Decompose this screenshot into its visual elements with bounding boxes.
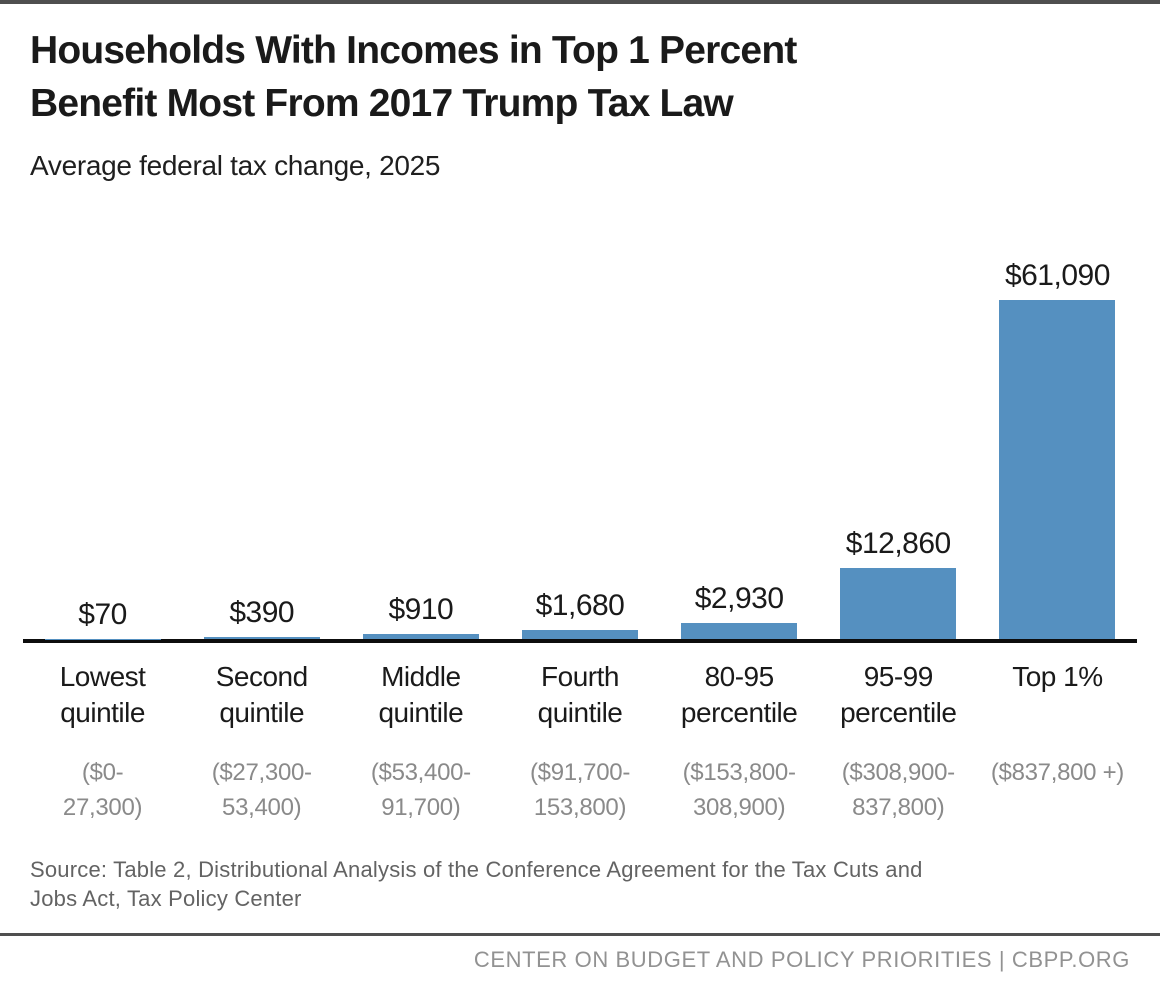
income-range-line: 53,400) xyxy=(222,794,302,821)
category-label-line: percentile xyxy=(680,697,798,728)
category-label-line: Second xyxy=(215,661,308,692)
income-range-line: ($0- xyxy=(81,759,124,786)
footer-divider xyxy=(0,933,1160,936)
bar-value-label: $910 xyxy=(388,593,454,626)
income-range-label: ($91,700- 153,800) xyxy=(500,755,659,825)
bar-value-label: $12,860 xyxy=(845,526,951,560)
bar-value-label: $61,090 xyxy=(1004,259,1110,292)
category-label: 95-99 percentile xyxy=(819,659,978,731)
bar-column-middle-quintile: $910 xyxy=(341,593,500,639)
category-labels-row: Lowest quintile Second quintile Middle q… xyxy=(23,659,1137,731)
chart-subtitle: Average federal tax change, 2025 xyxy=(30,150,441,181)
category-label-line: Middle xyxy=(381,661,461,692)
bar xyxy=(521,629,638,639)
category-label: Fourth quintile xyxy=(500,659,659,731)
income-range-line: ($308,900- xyxy=(841,759,955,786)
income-range-line: ($27,300- xyxy=(211,759,312,786)
source-note: Source: Table 2, Distributional Analysis… xyxy=(0,855,1160,913)
income-range-line: 27,300) xyxy=(62,794,143,821)
category-label: Middle quintile xyxy=(341,659,500,731)
chart-title: Households With Incomes in Top 1 Percent… xyxy=(30,24,1130,130)
bar-column-lowest-quintile: $70 xyxy=(23,598,182,639)
bar-value-label: $390 xyxy=(229,595,295,629)
bar-column-top-1-percent: $61,090 xyxy=(978,259,1137,639)
category-label: Top 1% xyxy=(978,659,1137,731)
source-note-line-1: Source: Table 2, Distributional Analysis… xyxy=(30,857,923,882)
category-label-line: 95-99 xyxy=(863,661,934,692)
category-label-line: percentile xyxy=(840,697,957,728)
bar xyxy=(362,634,479,639)
income-range-label: ($53,400- 91,700) xyxy=(341,755,500,825)
bar-value-label: $2,930 xyxy=(694,581,784,615)
bar-chart: $70 $390 $910 $1,680 $2,930 $12,860 xyxy=(0,252,1160,825)
category-label-line: Lowest xyxy=(59,661,146,692)
category-label-line: quintile xyxy=(219,697,305,728)
top-accent-bar xyxy=(0,0,1160,4)
income-range-line: ($153,800- xyxy=(682,759,796,786)
income-range-line: ($53,400- xyxy=(370,759,471,786)
chart-title-line-2: Benefit Most From 2017 Trump Tax Law xyxy=(30,82,734,125)
income-range-line: 308,900) xyxy=(692,794,786,821)
bar xyxy=(681,622,798,639)
bar-column-fourth-quintile: $1,680 xyxy=(500,589,659,639)
category-label: Second quintile xyxy=(182,659,341,731)
income-range-line: ($837,800 +) xyxy=(990,759,1124,786)
chart-header: Households With Incomes in Top 1 Percent… xyxy=(0,4,1160,182)
income-range-labels-row: ($0- 27,300) ($27,300- 53,400) ($53,400-… xyxy=(23,755,1137,825)
category-label-line: Fourth xyxy=(541,661,619,692)
source-note-line-2: Jobs Act, Tax Policy Center xyxy=(30,886,302,911)
bar-value-label: $70 xyxy=(78,597,127,631)
category-label-line: 80-95 xyxy=(704,661,775,692)
income-range-label: ($153,800- 308,900) xyxy=(660,755,819,825)
bar-column-second-quintile: $390 xyxy=(182,596,341,639)
income-range-label: ($308,900- 837,800) xyxy=(819,755,978,825)
bar-column-80-95-percentile: $2,930 xyxy=(660,582,819,639)
bar-value-label: $1,680 xyxy=(535,588,625,622)
income-range-line: 153,800) xyxy=(533,794,627,821)
footer-credit: CENTER ON BUDGET AND POLICY PRIORITIES |… xyxy=(473,947,1130,972)
income-range-label: ($0- 27,300) xyxy=(23,755,182,825)
category-label-line: Top 1% xyxy=(1012,661,1103,692)
bar-column-95-99-percentile: $12,860 xyxy=(819,527,978,639)
income-range-label: ($837,800 +) xyxy=(978,755,1137,825)
income-range-line: ($91,700- xyxy=(529,759,631,786)
bar xyxy=(999,300,1116,639)
bars-row: $70 $390 $910 $1,680 $2,930 $12,860 xyxy=(23,252,1137,639)
bar xyxy=(203,636,320,639)
chart-title-line-1: Households With Incomes in Top 1 Percent xyxy=(30,29,797,72)
category-label-line: quintile xyxy=(537,697,623,728)
bar xyxy=(840,567,957,639)
income-range-line: 91,700) xyxy=(381,794,461,821)
income-range-label: ($27,300- 53,400) xyxy=(182,755,341,825)
category-label: 80-95 percentile xyxy=(660,659,819,731)
category-label-line: quintile xyxy=(378,697,464,728)
category-label: Lowest quintile xyxy=(23,659,182,731)
category-label-line: quintile xyxy=(60,697,145,728)
x-axis-line xyxy=(23,639,1137,643)
income-range-line: 837,800) xyxy=(852,794,945,821)
